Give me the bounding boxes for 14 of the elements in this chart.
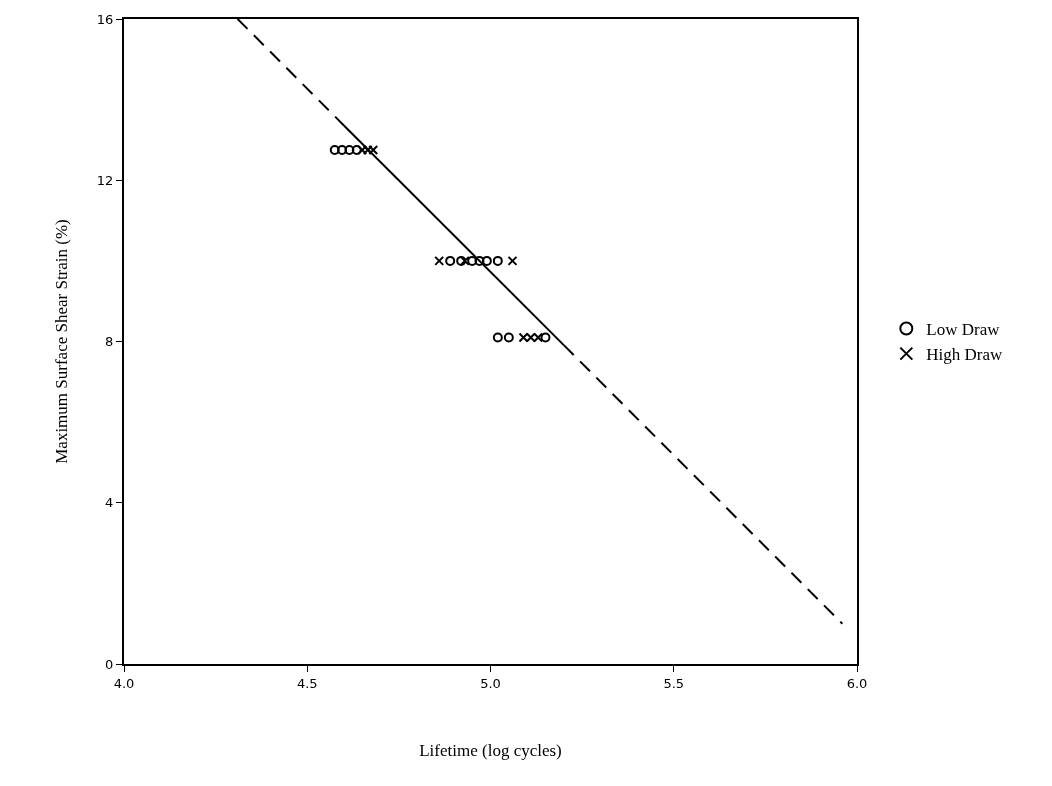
y-axis-title: Maximum Surface Shear Strain (%): [51, 219, 71, 464]
legend-label: High Draw: [926, 345, 1004, 365]
x-tick-label: 5.0: [480, 675, 501, 691]
x-tick-label: 6.0: [846, 675, 868, 691]
y-tick-label: 4: [105, 495, 114, 511]
x-tick-label: 4.0: [113, 675, 135, 691]
x-tick-label: 4.5: [296, 675, 318, 691]
y-tick-label: 12: [96, 172, 114, 188]
y-tick-label: 8: [105, 334, 114, 350]
y-tick-label: 0: [105, 656, 114, 672]
legend-label: Low Draw: [926, 320, 1001, 340]
y-tick-label: 16: [96, 11, 114, 27]
x-axis-title: Lifetime (log cycles): [419, 741, 562, 761]
x-tick-label: 5.5: [663, 675, 685, 691]
